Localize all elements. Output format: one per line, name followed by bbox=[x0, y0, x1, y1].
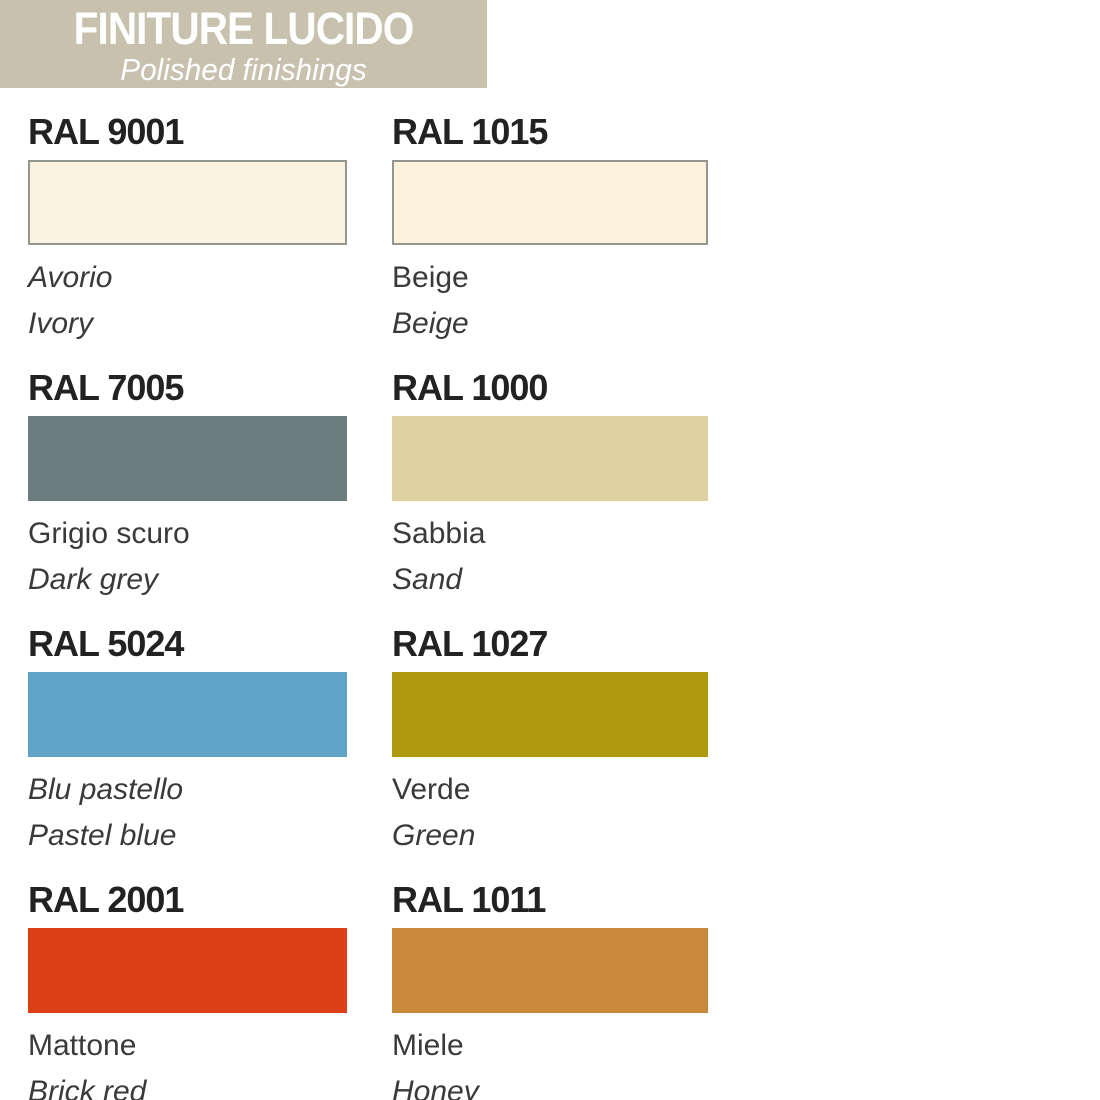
ral-code: RAL 1015 bbox=[392, 111, 548, 152]
page-subtitle: Polished finishings bbox=[120, 52, 367, 87]
swatch-card-ral-2001: RAL 2001 Mattone Brick red bbox=[28, 880, 347, 1100]
color-swatch bbox=[392, 928, 708, 1013]
swatch-grid: RAL 9001 Avorio Ivory RAL 1015 Beige Bei… bbox=[28, 112, 708, 1100]
ral-code: RAL 7005 bbox=[28, 367, 184, 408]
color-name-italian: Avorio bbox=[28, 261, 113, 294]
ral-code: RAL 9001 bbox=[28, 111, 184, 152]
header-banner: FINITURE LUCIDO Polished finishings bbox=[0, 0, 487, 88]
page-title: FINITURE LUCIDO bbox=[73, 3, 415, 54]
color-name-english: Brick red bbox=[28, 1075, 147, 1100]
color-name-english: Ivory bbox=[28, 307, 94, 340]
color-name-english: Honey bbox=[392, 1075, 479, 1100]
color-name-italian: Miele bbox=[392, 1029, 464, 1062]
color-name-italian: Mattone bbox=[28, 1029, 137, 1062]
ral-code: RAL 2001 bbox=[28, 879, 184, 920]
color-swatch bbox=[28, 416, 347, 501]
color-swatch bbox=[28, 672, 347, 757]
color-name-italian: Beige bbox=[392, 261, 469, 294]
ral-code: RAL 1027 bbox=[392, 623, 548, 664]
swatch-card-ral-9001: RAL 9001 Avorio Ivory bbox=[28, 112, 347, 341]
color-name-english: Pastel blue bbox=[28, 819, 177, 852]
color-name-italian: Grigio scuro bbox=[28, 517, 190, 550]
color-name-italian: Verde bbox=[392, 773, 471, 806]
color-swatch bbox=[392, 672, 708, 757]
color-name-english: Sand bbox=[392, 563, 463, 596]
color-swatch bbox=[28, 160, 347, 245]
swatch-card-ral-1027: RAL 1027 Verde Green bbox=[392, 624, 708, 853]
color-name-italian: Sabbia bbox=[392, 517, 486, 550]
color-name-english: Dark grey bbox=[28, 563, 159, 596]
ral-code: RAL 1000 bbox=[392, 367, 548, 408]
color-name-english: Beige bbox=[392, 307, 469, 340]
color-swatch bbox=[392, 416, 708, 501]
swatch-card-ral-5024: RAL 5024 Blu pastello Pastel blue bbox=[28, 624, 347, 853]
ral-code: RAL 1011 bbox=[392, 879, 546, 920]
ral-code: RAL 5024 bbox=[28, 623, 184, 664]
color-name-italian: Blu pastello bbox=[28, 773, 184, 806]
swatch-card-ral-7005: RAL 7005 Grigio scuro Dark grey bbox=[28, 368, 347, 597]
swatch-card-ral-1000: RAL 1000 Sabbia Sand bbox=[392, 368, 708, 597]
color-name-english: Green bbox=[392, 819, 476, 852]
color-swatch bbox=[28, 928, 347, 1013]
swatch-card-ral-1015: RAL 1015 Beige Beige bbox=[392, 112, 708, 341]
swatch-card-ral-1011: RAL 1011 Miele Honey bbox=[392, 880, 708, 1100]
color-swatch bbox=[392, 160, 708, 245]
